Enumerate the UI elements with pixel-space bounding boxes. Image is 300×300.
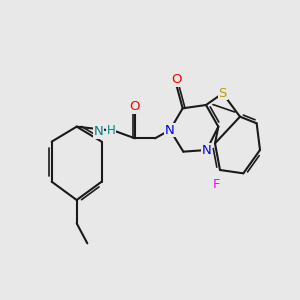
Text: N: N <box>202 143 211 157</box>
Text: F: F <box>212 178 220 191</box>
Text: O: O <box>171 73 182 86</box>
Text: N: N <box>202 143 211 157</box>
Text: H: H <box>107 124 116 136</box>
Text: N: N <box>94 125 103 138</box>
Text: N: N <box>165 124 175 136</box>
Text: N: N <box>165 124 175 136</box>
Text: O: O <box>130 100 140 113</box>
Text: S: S <box>218 87 227 100</box>
